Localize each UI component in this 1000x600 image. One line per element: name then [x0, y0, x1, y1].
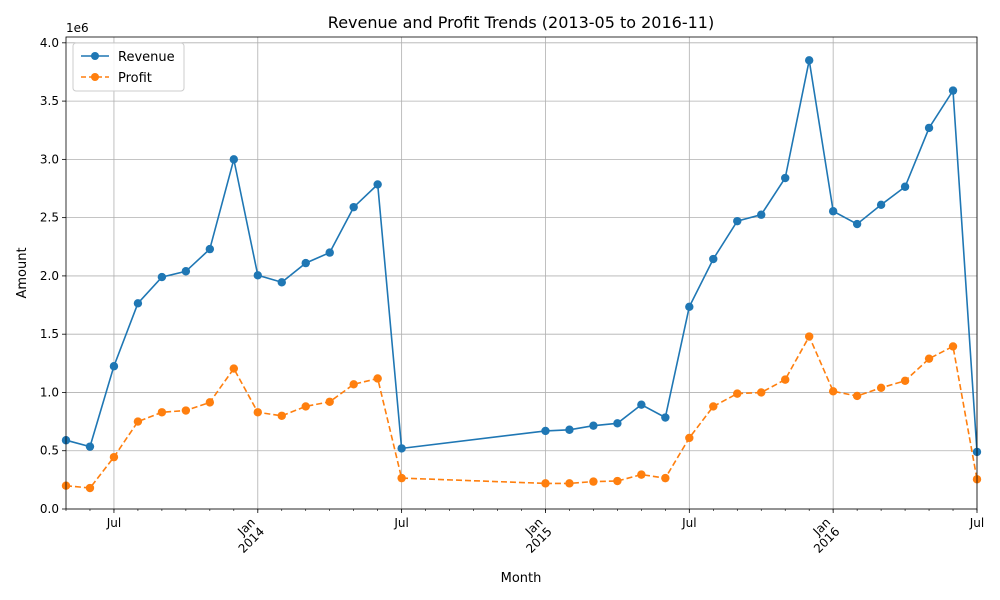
- revenue-data-point: [373, 180, 382, 189]
- profit-data-point: [757, 388, 766, 397]
- profit-data-point: [133, 417, 143, 426]
- series-layer: [61, 56, 982, 493]
- revenue-data-point: [229, 155, 239, 164]
- profit-data-point: [205, 398, 215, 407]
- revenue-data-point: [109, 362, 119, 371]
- profit-data-point: [804, 332, 814, 341]
- profit-data-point: [781, 375, 790, 384]
- y-axis-label: Amount: [15, 247, 30, 298]
- profit-data-point: [109, 452, 119, 462]
- profit-data-point: [613, 476, 622, 486]
- profit-data-point: [637, 470, 646, 479]
- profit-series-line: [65, 334, 978, 489]
- profit-data-point: [876, 383, 886, 392]
- x-tick-label: Jul: [969, 516, 984, 530]
- revenue-data-point: [781, 173, 790, 183]
- revenue-data-point: [349, 202, 358, 212]
- plot-area: [66, 37, 977, 509]
- profit-data-point: [565, 479, 574, 488]
- profit-data-point: [277, 411, 286, 420]
- revenue-data-point: [924, 123, 934, 133]
- y-tick-label: 1.0: [40, 385, 59, 399]
- revenue-data-point: [397, 444, 406, 453]
- x-tick-label: Jul: [681, 516, 696, 530]
- profit-data-point: [685, 433, 694, 443]
- chart-title: Revenue and Profit Trends (2013-05 to 20…: [328, 13, 714, 32]
- revenue-data-point: [637, 400, 646, 409]
- revenue-data-point: [541, 426, 550, 436]
- legend-revenue-marker: [91, 52, 99, 60]
- profit-data-point: [709, 402, 718, 411]
- revenue-series-line: [65, 60, 978, 452]
- revenue-data-point: [85, 442, 95, 451]
- profit-data-point: [541, 479, 550, 488]
- revenue-data-point: [876, 200, 886, 210]
- revenue-data-point: [301, 258, 310, 268]
- revenue-data-point: [181, 267, 191, 276]
- legend-profit-marker: [91, 73, 99, 81]
- profit-data-point: [828, 387, 838, 396]
- revenue-data-point: [709, 254, 718, 264]
- revenue-data-point: [852, 219, 862, 229]
- profit-data-point: [948, 342, 958, 351]
- revenue-data-point: [757, 210, 766, 219]
- x-tick-label: Jul: [106, 516, 121, 530]
- profit-data-point: [852, 391, 862, 401]
- y-tick-label: 3.5: [40, 94, 59, 108]
- revenue-data-point: [565, 425, 574, 434]
- profit-data-point: [900, 376, 910, 386]
- profit-data-point: [924, 354, 934, 363]
- y-tick-label: 2.0: [40, 269, 59, 283]
- legend: Revenue Profit: [72, 42, 185, 92]
- y-ticks: 0.0 0.5 1.0 1.5 2.0 2.5 3.0 3.5 4.0: [40, 36, 66, 516]
- revenue-data-point: [685, 302, 694, 311]
- legend-box: [72, 42, 185, 92]
- revenue-data-point: [733, 216, 742, 226]
- profit-data-point: [181, 406, 191, 415]
- revenue-data-point: [613, 419, 622, 428]
- revenue-data-point: [804, 56, 814, 65]
- revenue-data-point: [253, 271, 262, 280]
- profit-data-point: [661, 473, 670, 483]
- revenue-data-point: [157, 272, 167, 282]
- profit-data-point: [349, 380, 358, 389]
- x-tick-label: Jul: [393, 516, 408, 530]
- legend-profit-label: Profit: [118, 71, 152, 86]
- revenue-data-point: [661, 413, 670, 422]
- profit-data-point: [157, 408, 167, 417]
- revenue-data-point: [589, 421, 598, 430]
- profit-data-point: [589, 477, 598, 486]
- revenue-data-point: [828, 207, 838, 216]
- y-tick-label: 1.5: [40, 327, 59, 341]
- y-tick-label: 3.0: [40, 152, 59, 166]
- profit-data-point: [373, 374, 382, 383]
- revenue-data-point: [277, 278, 286, 287]
- y-tick-label: 0.0: [40, 502, 59, 516]
- revenue-data-point: [325, 248, 334, 257]
- revenue-data-point: [948, 86, 958, 95]
- legend-revenue-label: Revenue: [118, 50, 175, 65]
- profit-data-point: [301, 402, 310, 411]
- y-tick-label: 0.5: [40, 444, 59, 458]
- profit-data-point: [397, 473, 406, 483]
- y-tick-label: 2.5: [40, 211, 59, 225]
- profit-data-point: [253, 408, 262, 417]
- revenue-data-point: [900, 182, 910, 191]
- revenue-data-point: [133, 299, 143, 308]
- x-axis-label: Month: [501, 571, 542, 586]
- y-tick-label: 4.0: [40, 36, 59, 50]
- profit-data-point: [85, 483, 95, 493]
- y-offset-label: 1e6: [66, 21, 89, 35]
- profit-data-point: [325, 397, 334, 406]
- profit-data-point: [229, 364, 239, 373]
- profit-data-point: [733, 389, 742, 398]
- revenue-data-point: [205, 244, 215, 254]
